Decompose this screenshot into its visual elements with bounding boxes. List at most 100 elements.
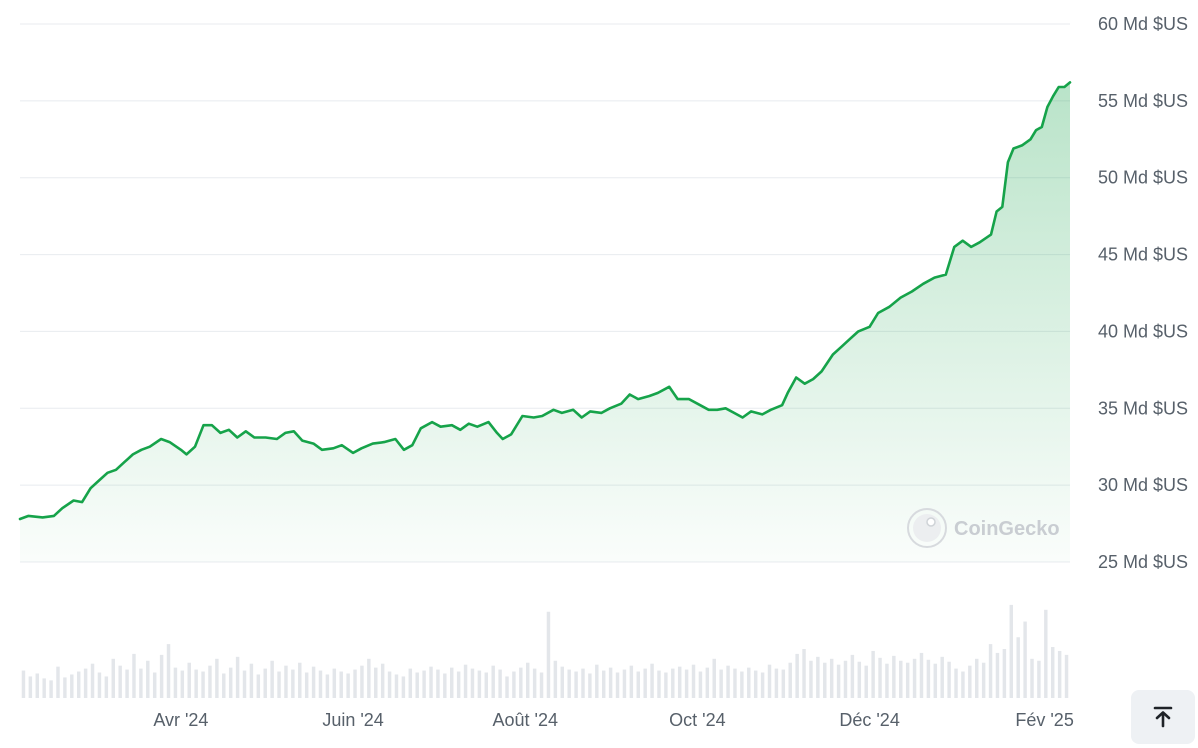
- volume-bar: [601, 670, 606, 698]
- price-point: [657, 392, 659, 394]
- volume-bar: [526, 662, 530, 698]
- price-point: [1046, 106, 1049, 108]
- price-point: [292, 430, 295, 433]
- volume-bar: [422, 670, 426, 698]
- volume-bar: [608, 667, 613, 698]
- price-point: [786, 392, 789, 394]
- price-point: [812, 378, 814, 380]
- volume-bar: [298, 662, 302, 698]
- price-point: [990, 233, 992, 236]
- volume-bar: [829, 658, 834, 698]
- volume-bar: [975, 658, 979, 698]
- volume-bar: [491, 665, 495, 698]
- volume-bar: [387, 671, 392, 698]
- y-tick-label: 45 Md $US: [1098, 245, 1188, 265]
- price-point: [961, 239, 964, 242]
- price-point: [53, 515, 55, 517]
- price-point: [637, 398, 639, 400]
- volume-bar: [415, 672, 419, 698]
- price-point: [236, 436, 239, 439]
- scroll-to-top-button[interactable]: [1131, 690, 1195, 744]
- price-point: [487, 421, 490, 423]
- volume-bar: [450, 667, 454, 698]
- volume-bar: [788, 662, 792, 698]
- price-point: [312, 442, 315, 445]
- volume-bar: [152, 672, 157, 698]
- volume-bar: [926, 659, 931, 698]
- volume-bar: [905, 662, 910, 698]
- volume-bar: [498, 669, 502, 698]
- volume-bar: [740, 671, 744, 698]
- volume-bar: [816, 656, 820, 698]
- price-line[interactable]: [18, 81, 1072, 521]
- price-point: [202, 424, 205, 426]
- price-point: [431, 421, 433, 423]
- volume-bar: [878, 657, 882, 698]
- price-point: [1052, 95, 1054, 98]
- price-point: [1063, 86, 1066, 88]
- volume-bar: [242, 670, 247, 698]
- gecko-logo-fill: [913, 514, 941, 542]
- price-point: [321, 448, 323, 451]
- price-point: [403, 448, 405, 451]
- price-point: [459, 429, 462, 431]
- price-point: [699, 404, 702, 407]
- y-tick-label: 55 Md $US: [1098, 91, 1188, 111]
- volume-bar: [629, 665, 634, 698]
- volume-bar: [539, 672, 544, 698]
- volume-bar: [104, 676, 109, 698]
- price-point: [899, 296, 902, 299]
- volume-bar: [961, 671, 965, 698]
- price-point: [123, 461, 126, 463]
- volume-bar: [408, 668, 413, 698]
- x-tick-label: Juin '24: [322, 710, 383, 730]
- price-point: [600, 412, 603, 414]
- price-point: [857, 330, 860, 333]
- price-point: [501, 438, 504, 440]
- volume-bar: [146, 660, 150, 698]
- volume-bar: [83, 668, 88, 698]
- arrow-up-to-line-icon: [1153, 706, 1173, 728]
- volume-bar: [21, 670, 26, 698]
- volume-bar: [325, 674, 330, 698]
- volume-bar: [1051, 647, 1055, 698]
- volume-bar: [767, 664, 772, 698]
- price-point: [561, 412, 563, 414]
- volume-bar: [657, 670, 661, 698]
- volume-bar: [235, 656, 240, 698]
- volume-bar: [864, 665, 868, 698]
- volume-bar: [843, 660, 848, 698]
- volume-bar: [1030, 658, 1034, 698]
- x-axis-ticks: Avr '24 Juin '24 Août '24 Oct '24 Déc '24 Fév…: [153, 710, 1074, 730]
- volume-bar: [180, 670, 185, 698]
- volume-bar: [650, 663, 654, 698]
- volume-bar: [726, 665, 730, 698]
- price-point: [106, 472, 109, 474]
- price-point: [140, 448, 143, 451]
- price-point: [360, 447, 363, 450]
- price-point: [264, 436, 267, 439]
- price-point: [180, 448, 182, 451]
- volume-bar: [1023, 621, 1027, 698]
- price-point: [521, 415, 524, 417]
- x-tick-label: Oct '24: [669, 710, 725, 730]
- price-point: [115, 468, 117, 471]
- volume-bar: [823, 662, 827, 698]
- volume-bar: [532, 668, 537, 698]
- gecko-logo-icon: [907, 508, 947, 548]
- volume-bar: [760, 672, 765, 698]
- volume-bar: [595, 664, 599, 698]
- price-point: [741, 416, 744, 419]
- y-tick-label: 60 Md $US: [1098, 14, 1188, 34]
- price-point: [750, 410, 752, 413]
- volume-bar: [505, 676, 509, 698]
- volume-bar: [125, 669, 129, 698]
- volume-bar: [443, 673, 447, 698]
- price-point: [970, 246, 973, 248]
- volume-bar: [836, 664, 841, 698]
- volume-bar: [643, 668, 647, 698]
- price-point: [1029, 138, 1032, 141]
- price-point: [620, 402, 623, 405]
- price-point: [81, 501, 83, 503]
